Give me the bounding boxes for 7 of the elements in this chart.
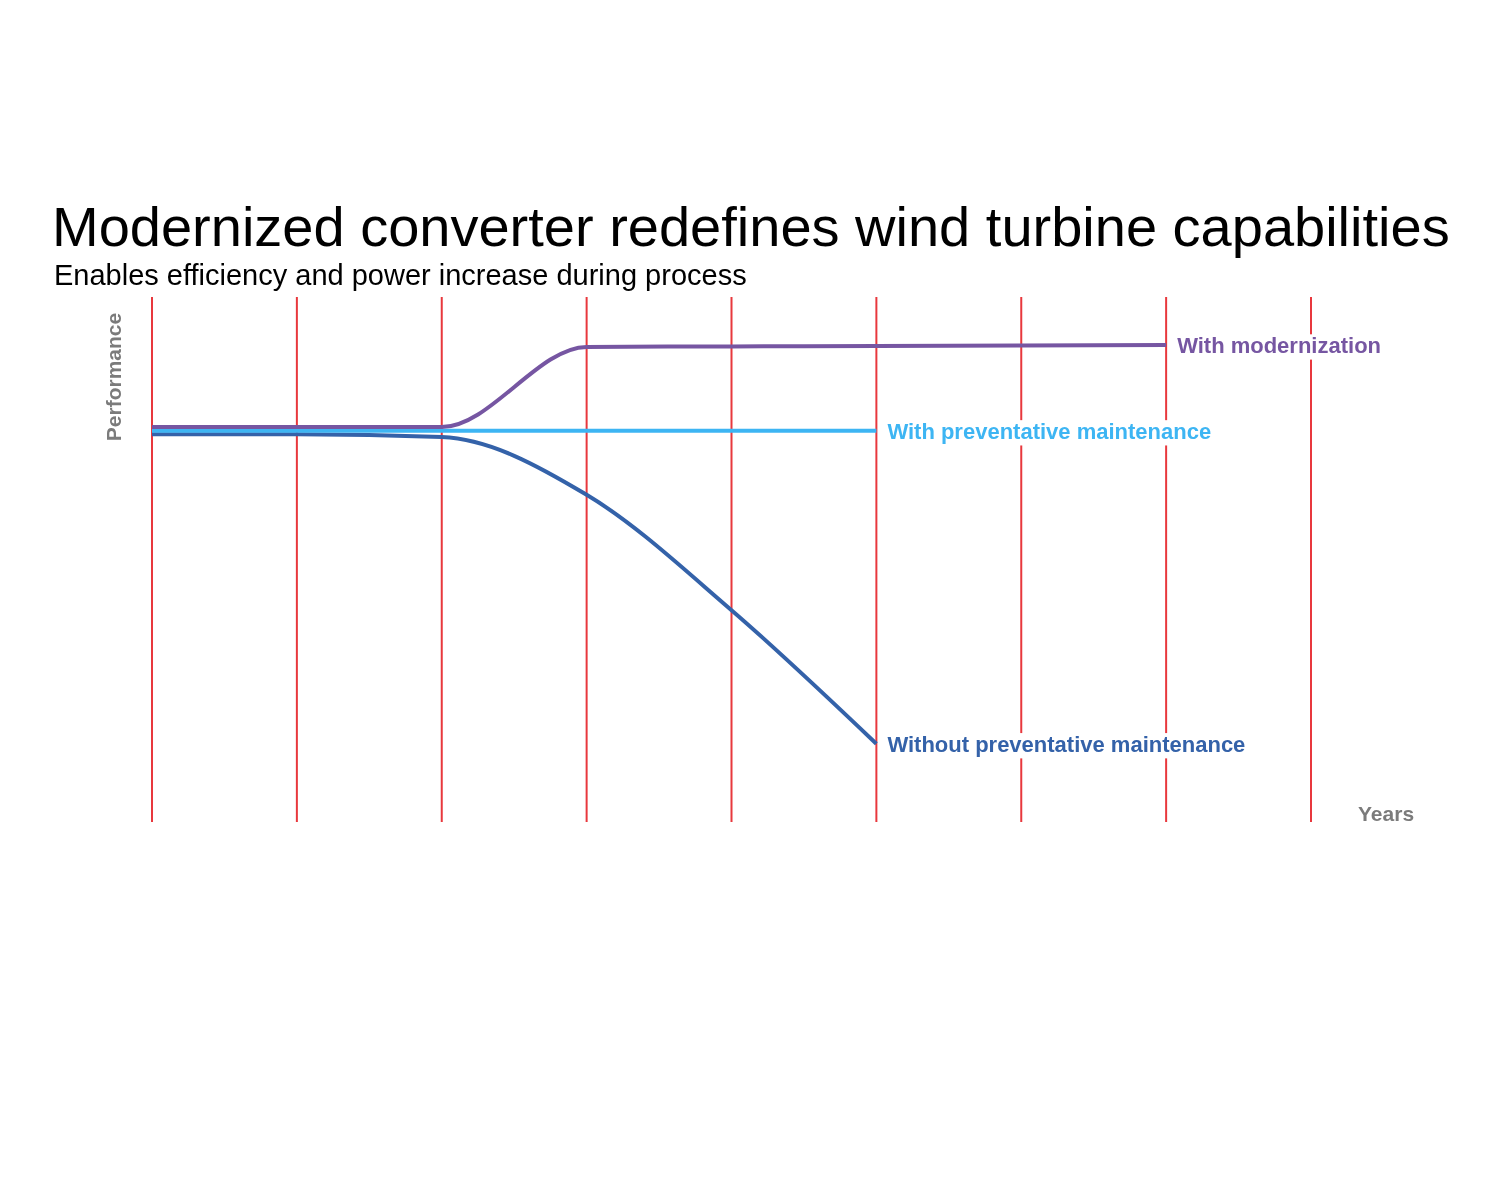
series-label: Without preventative maintenance — [887, 731, 1246, 757]
chart-title: Modernized converter redefines wind turbine capabilities — [52, 195, 1450, 258]
series-label: With modernization — [1177, 333, 1382, 358]
chart-subtitle: Enables efficiency and power increase during process — [54, 259, 747, 291]
y-axis-title: Performance — [102, 312, 125, 442]
x-axis-title: Years — [1358, 802, 1415, 825]
series-label: With preventative maintenance — [887, 418, 1212, 444]
